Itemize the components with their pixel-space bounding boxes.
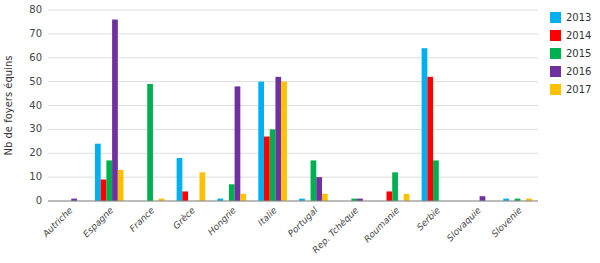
grid-line [48,81,538,82]
chart-container: 0 10 20 30 40 50 60 70 80 Nb de foyers équins Autr… [0,0,600,263]
bar-series [106,84,520,201]
legend-swatch [550,66,561,77]
bar [322,194,328,201]
bar [235,86,241,201]
bar [392,172,398,201]
bar [275,77,281,201]
legend-swatch [550,12,561,23]
y-tick-label: 20 [29,147,42,158]
y-tick-label: 60 [29,52,42,63]
x-tick-label: Hongrie [206,205,238,237]
bar [270,129,276,201]
bar [229,184,235,201]
grid-line [48,33,538,34]
legend-label: 2013 [566,12,591,23]
bar-series [101,77,433,201]
legend-label: 2016 [566,66,591,77]
bar [118,170,124,201]
x-tick-label: Roumanie [362,205,402,245]
bar [101,180,107,201]
y-tick-label: 30 [29,123,42,134]
y-tick-label: 50 [29,76,42,87]
y-tick-label: 40 [29,100,42,111]
y-tick-label: 10 [29,171,42,182]
legend: 2013 2014 2015 2016 2017 [550,12,591,96]
y-tick-labels: 0 10 20 30 40 50 60 70 80 [29,4,42,206]
bar-series [95,48,509,201]
bar [433,160,439,201]
x-tick-label: Italie [256,205,279,228]
grid-line [48,129,538,130]
x-tick-label: Portugal [286,205,320,239]
bar [147,84,153,201]
bar [182,191,188,201]
bars [71,20,532,201]
x-tick-labels: AutricheEspagne France Grèce Hongrie Italie P… [40,205,524,255]
y-axis-label: Nb de foyers équins [3,55,14,155]
bar [199,172,205,201]
y-tick-label: 70 [29,28,42,39]
x-tick-label: Espagne [81,205,116,240]
x-tick-label: Grèce [171,205,197,231]
bar [106,160,112,201]
x-tick-label: Serbie [415,205,443,233]
grid-line [48,10,538,11]
y-tick-label: 0 [36,195,42,206]
y-tick-label: 80 [29,4,42,15]
bar [112,20,118,201]
bar [281,82,287,201]
bar [264,137,270,201]
bar-series [118,82,532,201]
legend-label: 2017 [566,84,591,95]
chart: 0 10 20 30 40 50 60 70 80 Nb de foyers équins Autr… [0,0,600,263]
x-axis-line [48,201,538,202]
bar [316,177,322,201]
x-tick-label: Autriche [40,205,75,240]
bar [311,160,317,201]
grid-line [48,105,538,106]
legend-swatch [550,48,561,59]
bar [422,48,428,201]
bar-series [71,20,485,201]
grid-line [48,57,538,58]
legend-label: 2015 [566,48,591,59]
grid-line [48,201,538,202]
bar [387,191,393,201]
x-tick-label: Slovaquie [445,205,484,244]
bar [95,144,101,201]
bar [177,158,183,201]
legend-swatch [550,30,561,41]
y-grid [48,10,538,201]
x-tick-label: Rep. Tchèque [310,205,360,255]
legend-swatch [550,84,561,95]
x-tick-label: Slovenie [490,205,524,239]
bar [480,196,486,201]
bar [240,194,246,201]
bar [258,82,264,201]
bar [427,77,433,201]
bar [404,194,410,201]
grid-line [48,153,538,154]
legend-label: 2014 [566,30,591,41]
x-tick-label: France [128,205,157,234]
